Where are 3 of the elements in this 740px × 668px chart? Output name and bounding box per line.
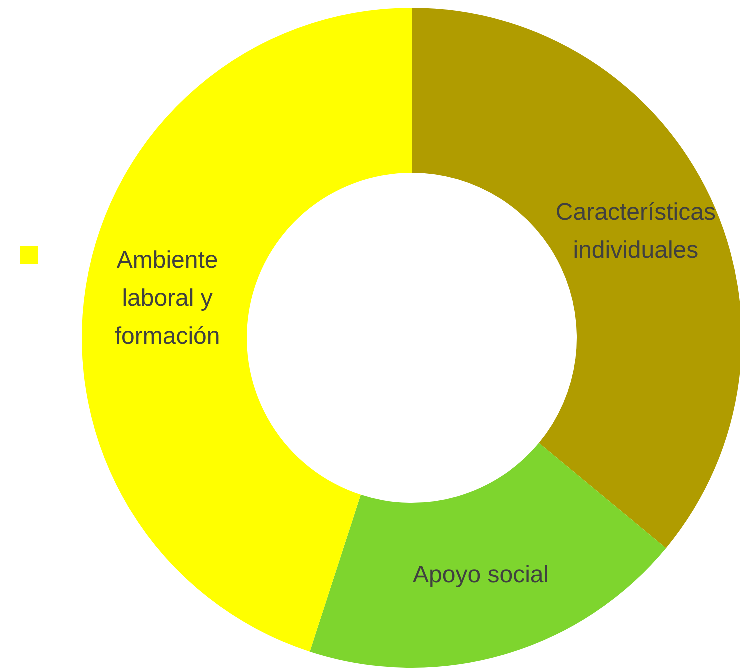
slice-label: Características individuales <box>556 199 716 264</box>
slice-label: Ambiente laboral y formación <box>114 246 220 350</box>
slice-label: Apoyo social <box>413 561 550 588</box>
